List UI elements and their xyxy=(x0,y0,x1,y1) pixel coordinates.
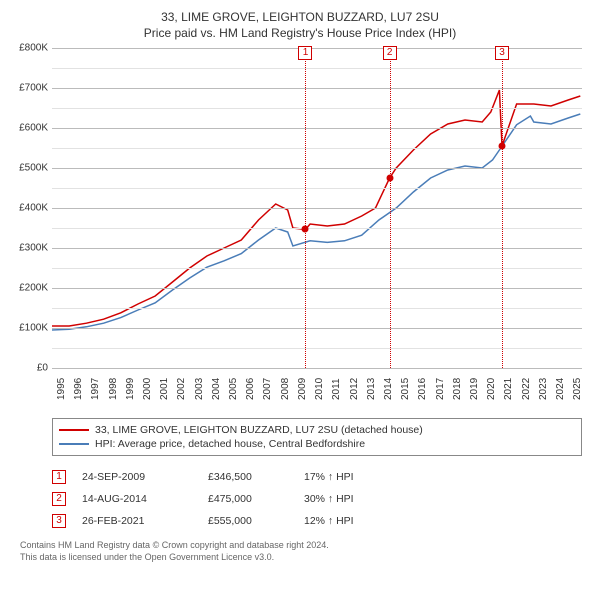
y-tick-label: £800K xyxy=(19,43,48,54)
event-marker-box: 1 xyxy=(298,46,312,60)
footer-line: Contains HM Land Registry data © Crown c… xyxy=(20,540,590,552)
x-tick-label: 2025 xyxy=(572,378,583,400)
x-tick-label: 2005 xyxy=(228,378,239,400)
x-tick-label: 1996 xyxy=(73,378,84,400)
legend-row: HPI: Average price, detached house, Cent… xyxy=(59,437,575,451)
event-date: 24-SEP-2009 xyxy=(82,471,192,483)
event-price: £555,000 xyxy=(208,515,288,527)
event-date: 14-AUG-2014 xyxy=(82,493,192,505)
x-tick-label: 2002 xyxy=(176,378,187,400)
x-tick-label: 2011 xyxy=(331,378,342,400)
event-number-box: 3 xyxy=(52,514,66,528)
x-tick-label: 2023 xyxy=(538,378,549,400)
legend-label: HPI: Average price, detached house, Cent… xyxy=(95,438,365,450)
plot-area: 1 2 3 xyxy=(52,48,582,368)
event-number-box: 1 xyxy=(52,470,66,484)
y-tick-label: £200K xyxy=(19,283,48,294)
x-tick-label: 2003 xyxy=(194,378,205,400)
chart-subtitle: Price paid vs. HM Land Registry's House … xyxy=(10,26,590,40)
y-tick-label: £300K xyxy=(19,243,48,254)
x-tick-label: 2024 xyxy=(555,378,566,400)
gridline xyxy=(52,368,582,369)
event-row: 1 24-SEP-2009 £346,500 17% ↑ HPI xyxy=(52,466,582,488)
event-row: 3 26-FEB-2021 £555,000 12% ↑ HPI xyxy=(52,510,582,532)
event-vline xyxy=(390,48,391,368)
x-tick-label: 2006 xyxy=(245,378,256,400)
x-axis: 1995 1996 1997 1998 1999 2000 2001 2002 2003 2004… xyxy=(52,370,582,418)
event-diff: 30% ↑ HPI xyxy=(304,493,582,505)
event-row: 2 14-AUG-2014 £475,000 30% ↑ HPI xyxy=(52,488,582,510)
event-marker-box: 3 xyxy=(495,46,509,60)
x-tick-label: 2018 xyxy=(452,378,463,400)
x-tick-label: 2010 xyxy=(314,378,325,400)
x-tick-label: 2016 xyxy=(417,378,428,400)
chart-title: 33, LIME GROVE, LEIGHTON BUZZARD, LU7 2S… xyxy=(10,10,590,24)
event-table: 1 24-SEP-2009 £346,500 17% ↑ HPI 2 14-AUG-201… xyxy=(52,466,582,532)
x-tick-label: 2015 xyxy=(400,378,411,400)
y-tick-label: £400K xyxy=(19,203,48,214)
y-tick-label: £0 xyxy=(37,363,48,374)
x-tick-label: 2019 xyxy=(469,378,480,400)
footer-line: This data is licensed under the Open Gov… xyxy=(20,552,590,564)
x-tick-label: 2007 xyxy=(262,378,273,400)
y-tick-label: £600K xyxy=(19,123,48,134)
footer: Contains HM Land Registry data © Crown c… xyxy=(20,540,590,563)
x-tick-label: 1998 xyxy=(108,378,119,400)
event-vline xyxy=(502,48,503,368)
x-tick-label: 2014 xyxy=(383,378,394,400)
y-axis: £0£100K£200K£300K£400K£500K£600K£700K£80… xyxy=(10,48,52,368)
x-tick-label: 2013 xyxy=(366,378,377,400)
y-tick-label: £100K xyxy=(19,323,48,334)
legend-swatch xyxy=(59,443,89,445)
x-tick-label: 1999 xyxy=(125,378,136,400)
chart-area: £0£100K£200K£300K£400K£500K£600K£700K£80… xyxy=(10,48,585,418)
x-tick-label: 2022 xyxy=(521,378,532,400)
x-tick-label: 2012 xyxy=(349,378,360,400)
legend-label: 33, LIME GROVE, LEIGHTON BUZZARD, LU7 2S… xyxy=(95,424,423,436)
event-diff: 12% ↑ HPI xyxy=(304,515,582,527)
x-tick-label: 2000 xyxy=(142,378,153,400)
legend: 33, LIME GROVE, LEIGHTON BUZZARD, LU7 2S… xyxy=(52,418,582,456)
event-vline xyxy=(305,48,306,368)
x-tick-label: 2001 xyxy=(159,378,170,400)
y-tick-label: £700K xyxy=(19,83,48,94)
event-point xyxy=(302,226,309,233)
x-tick-label: 2004 xyxy=(211,378,222,400)
x-tick-label: 1995 xyxy=(56,378,67,400)
event-number-box: 2 xyxy=(52,492,66,506)
event-point xyxy=(386,175,393,182)
event-diff: 17% ↑ HPI xyxy=(304,471,582,483)
event-point xyxy=(498,143,505,150)
x-tick-label: 2020 xyxy=(486,378,497,400)
legend-row: 33, LIME GROVE, LEIGHTON BUZZARD, LU7 2S… xyxy=(59,423,575,437)
x-tick-label: 2021 xyxy=(503,378,514,400)
event-price: £475,000 xyxy=(208,493,288,505)
x-tick-label: 1997 xyxy=(90,378,101,400)
event-price: £346,500 xyxy=(208,471,288,483)
event-date: 26-FEB-2021 xyxy=(82,515,192,527)
x-tick-label: 2009 xyxy=(297,378,308,400)
legend-swatch xyxy=(59,429,89,431)
y-tick-label: £500K xyxy=(19,163,48,174)
event-marker-box: 2 xyxy=(383,46,397,60)
x-tick-label: 2017 xyxy=(435,378,446,400)
x-tick-label: 2008 xyxy=(280,378,291,400)
